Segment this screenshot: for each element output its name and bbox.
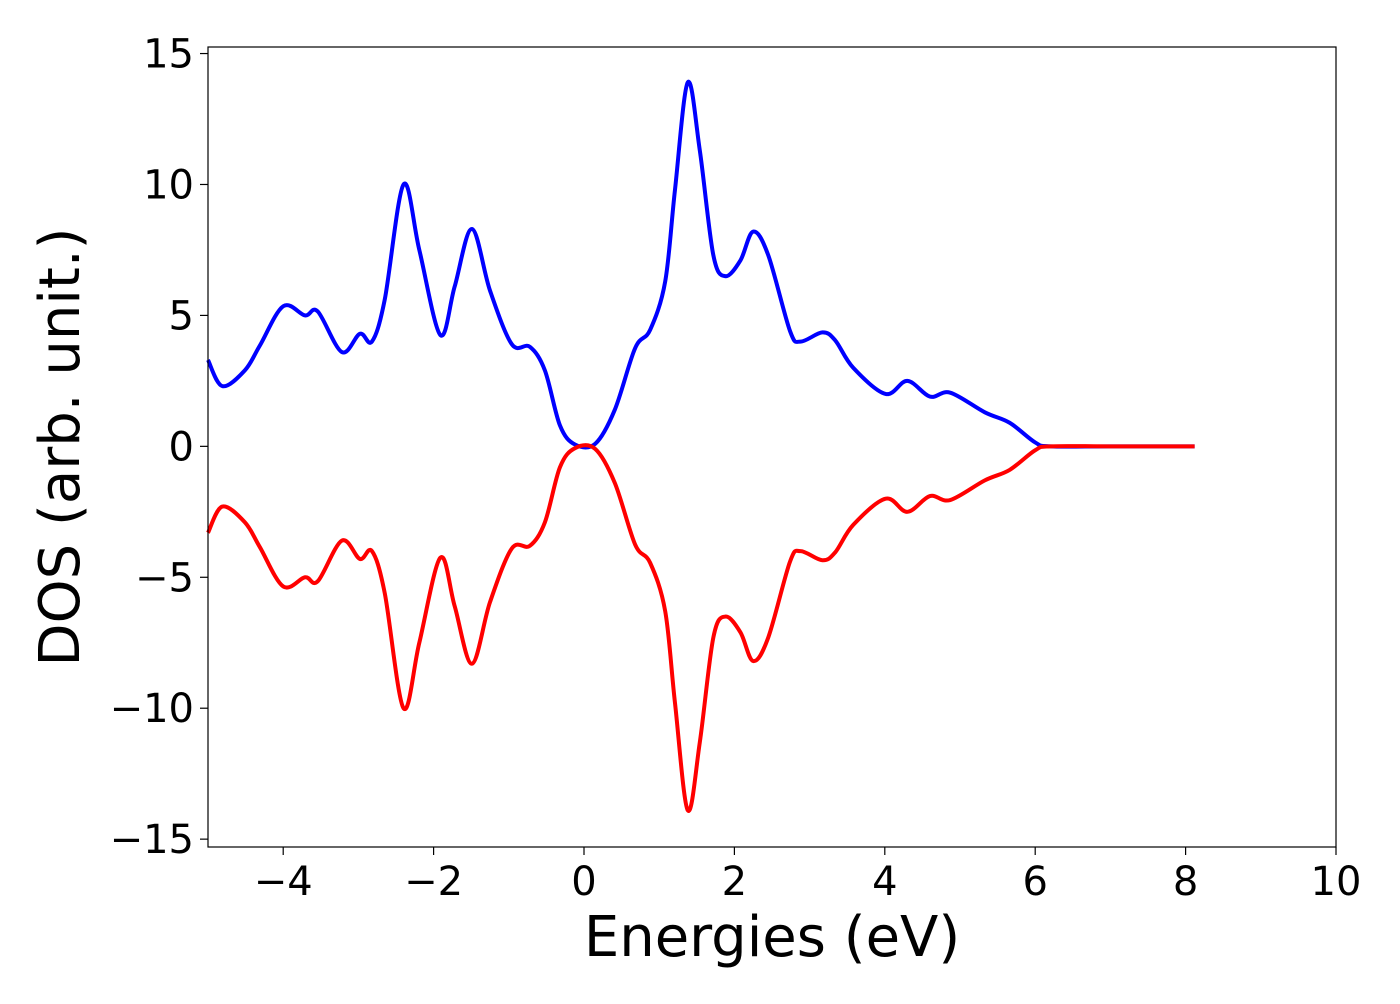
y-tick-label: −5 [135,555,194,601]
x-axis: −4 −2 0 2 4 6 8 10 [254,847,1362,905]
series-line-spin-up [206,79,1195,450]
plot-frame [207,46,1337,848]
x-tick-label: −2 [404,859,463,905]
series-layer [206,79,1195,813]
x-tick-label: −4 [254,859,313,905]
y-tick-label: 15 [143,32,194,78]
y-tick-label: −15 [110,817,194,863]
y-axis: −15 −10 −5 0 5 10 15 [110,32,208,863]
y-tick-label: 10 [143,162,194,208]
x-tick-label: 4 [872,859,897,905]
x-tick-label: 6 [1022,859,1047,905]
x-tick-label: 10 [1311,859,1362,905]
x-tick-label: 2 [722,859,747,905]
x-axis-label: Energies (eV) [584,905,960,970]
x-tick-label: 8 [1173,859,1198,905]
y-axis-label: DOS (arb. unit.) [28,227,93,666]
x-tick-label: 0 [571,859,596,905]
series-line-spin-down [206,443,1195,813]
y-tick-label: 5 [169,293,194,339]
y-tick-label: 0 [169,424,194,470]
y-tick-label: −10 [110,686,194,732]
